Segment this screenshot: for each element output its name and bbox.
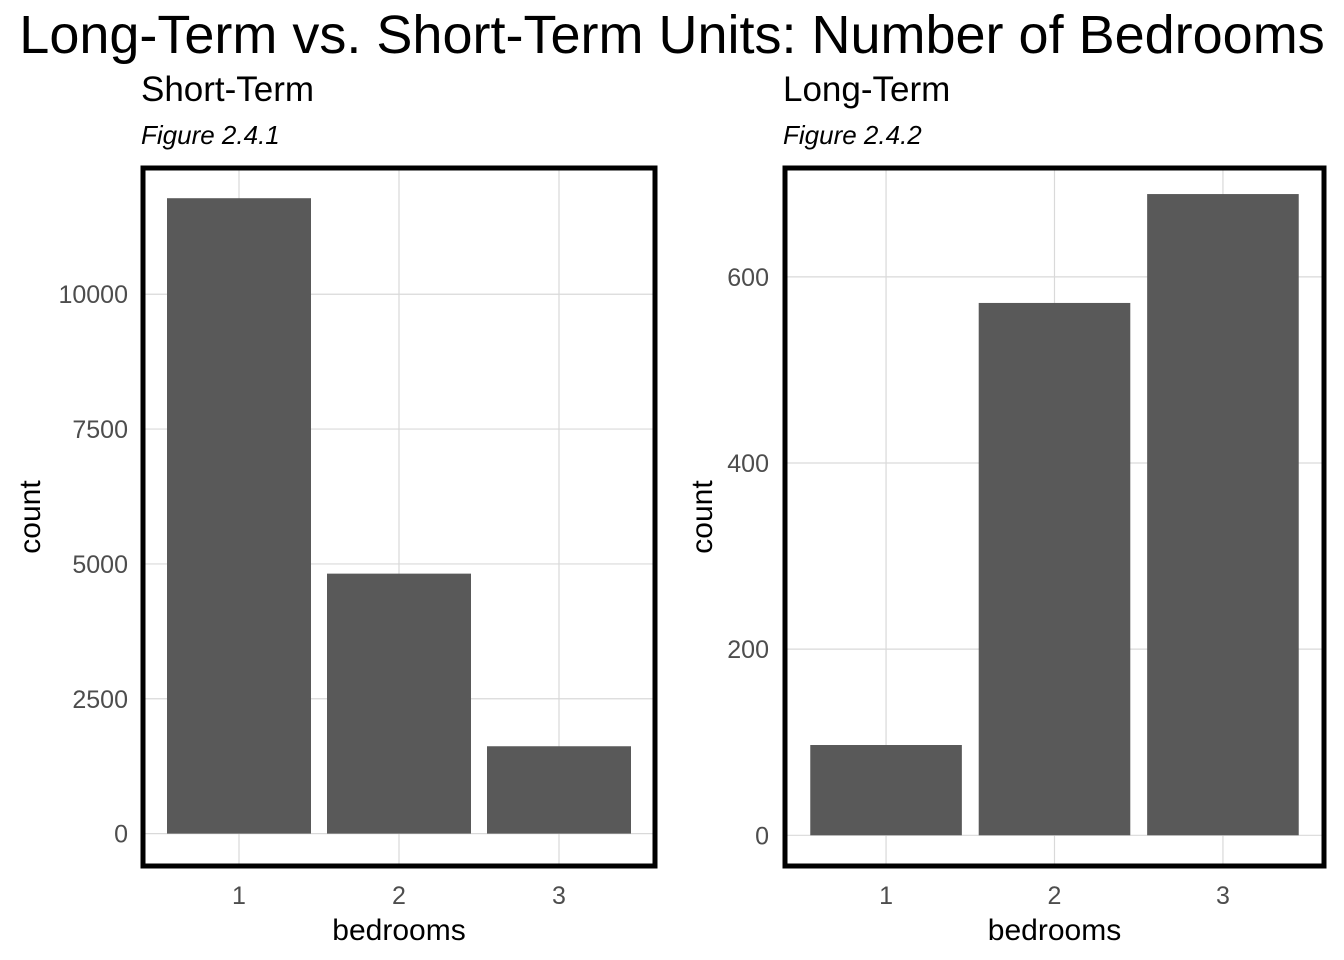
y-tick-label: 0 [114, 821, 128, 849]
x-tick-label: 1 [879, 882, 893, 910]
y-tick-label: 600 [727, 264, 769, 292]
bar-1 [810, 745, 962, 836]
panel-frame [782, 165, 1327, 869]
y-tick-label: 2500 [72, 686, 128, 714]
x-tick-label: 1 [232, 882, 246, 910]
x-axis-label: bedrooms [988, 914, 1121, 947]
y-axis-label: count [686, 480, 719, 554]
x-tick-label: 2 [392, 882, 406, 910]
x-tick-label: 3 [1216, 882, 1230, 910]
bar-3 [1147, 194, 1299, 836]
y-axis-label: count [14, 480, 47, 554]
x-tick-label: 2 [1048, 882, 1062, 910]
bar-2 [978, 302, 1131, 836]
panel-long-term: Long-Term Figure 2.4.2 0 200 400 600 1 2 3 bedr… [686, 70, 1327, 947]
y-tick-label: 10000 [58, 281, 128, 309]
main-title: Long-Term vs. Short-Term Units: Number o… [19, 5, 1325, 65]
panel-subtitle: Figure 2.4.1 [141, 120, 280, 150]
panel-frame [140, 165, 658, 869]
y-tick-label: 400 [727, 450, 769, 478]
panel-title: Long-Term [783, 70, 950, 109]
panel-subtitle: Figure 2.4.2 [783, 120, 922, 150]
x-axis-label: bedrooms [332, 914, 465, 947]
bar-2 [327, 573, 471, 834]
bar-1 [167, 198, 311, 834]
y-tick-label: 200 [727, 636, 769, 664]
y-tick-label: 0 [755, 822, 769, 850]
panel-title: Short-Term [141, 70, 314, 109]
panel-short-term: Short-Term Figure 2.4.1 0 2500 5000 7500 100… [14, 70, 658, 947]
y-tick-label: 5000 [72, 551, 128, 579]
x-tick-label: 3 [552, 882, 566, 910]
bar-3 [487, 746, 631, 834]
y-tick-label: 7500 [72, 416, 128, 444]
